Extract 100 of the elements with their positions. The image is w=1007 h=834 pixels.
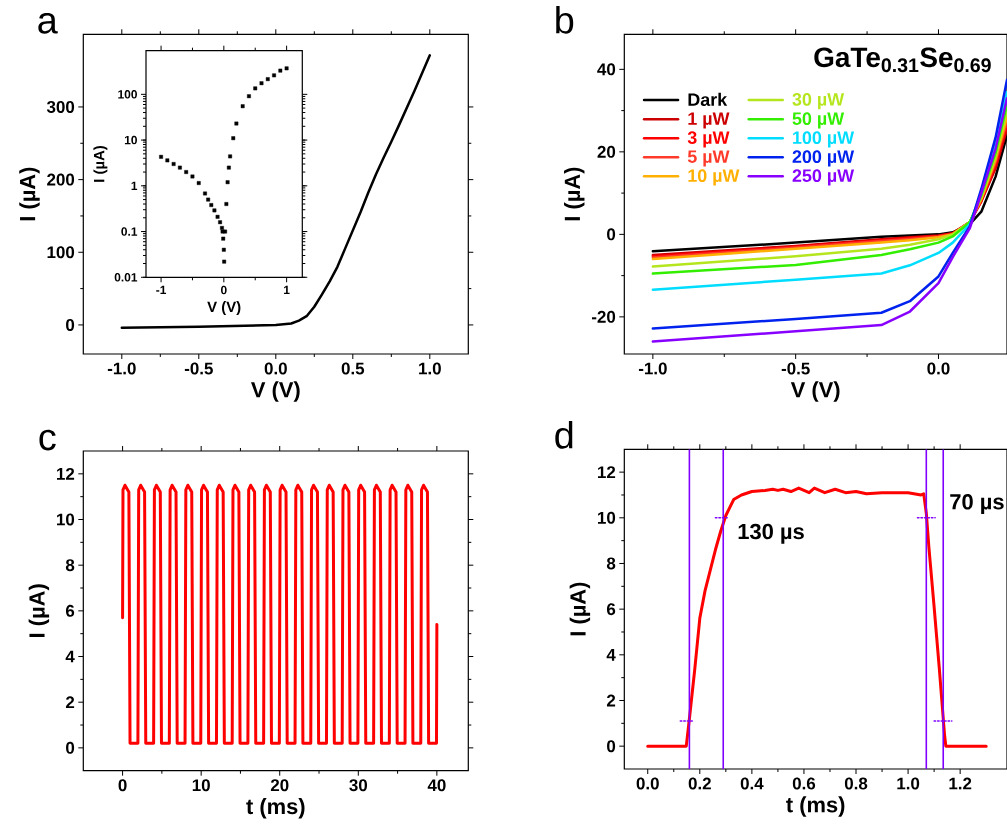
point — [196, 181, 201, 185]
x-tick-label: -0.5 — [781, 362, 810, 375]
annotation: 130 µs — [738, 523, 804, 544]
point — [212, 208, 217, 213]
x-tick-label: 1.0 — [419, 362, 441, 375]
y-tick-label: 300 — [46, 100, 75, 113]
legend-label: 250 µW — [792, 169, 855, 186]
x-axis-title: V (V) — [790, 381, 840, 402]
y-tick-label: 0 — [66, 318, 75, 331]
y-tick-label: -20 — [591, 310, 616, 323]
x-tick-label: 1.0 — [897, 777, 920, 790]
y-axis-title: I (µA) — [564, 167, 585, 221]
x-tick-label: 0.0 — [264, 362, 287, 375]
x-tick-label: 0 — [220, 285, 227, 295]
point — [231, 136, 236, 141]
point — [247, 94, 251, 99]
legend-label: Dark — [688, 92, 728, 106]
x-tick-label: 0.2 — [688, 777, 711, 790]
x-axis-title: V (V) — [250, 381, 300, 402]
y-axis-title: I (µA) — [28, 584, 50, 637]
x-tick-label: 30 — [349, 779, 368, 792]
point — [221, 247, 226, 252]
point — [222, 259, 227, 264]
y-tick-label: 6 — [65, 604, 75, 617]
y-tick-label: 12 — [598, 466, 616, 479]
y-tick-label: 6 — [606, 603, 616, 616]
legend-label: 5 µW — [687, 150, 730, 167]
y-tick-label: 1 — [131, 181, 138, 190]
point — [278, 68, 283, 73]
point — [226, 165, 231, 170]
legend-label: 100 µW — [793, 131, 855, 148]
point — [253, 86, 258, 91]
annotation: GaTe$_{0.31}$Se$_{0.69}$ — [814, 47, 991, 73]
x-tick-label: 0.8 — [844, 777, 868, 790]
y-tick-label: 10 — [124, 135, 137, 145]
y-tick-label: 8 — [606, 557, 616, 570]
x-tick-label: 1.2 — [949, 777, 972, 790]
y-tick-label: 0 — [66, 741, 75, 754]
y-tick-label: 2 — [606, 694, 616, 707]
x-tick-label: 0.0 — [927, 362, 950, 375]
y-tick-label: 0 — [607, 228, 616, 241]
y-tick-label: 4 — [65, 650, 75, 663]
point — [265, 77, 270, 82]
x-tick-label: 0.4 — [740, 777, 764, 790]
point — [209, 203, 214, 207]
x-tick-label: 40 — [427, 779, 446, 792]
chart-title: d — [555, 420, 573, 449]
point — [203, 191, 207, 196]
chart-title: b — [556, 5, 574, 34]
x-axis-title: t (ms) — [246, 798, 305, 819]
y-tick-label: 4 — [606, 648, 616, 661]
point — [223, 229, 227, 234]
chart-title: c — [39, 429, 56, 451]
chart-title: a — [38, 12, 58, 34]
legend-label: 10 µW — [688, 169, 740, 186]
point — [206, 197, 211, 202]
point — [178, 165, 182, 170]
x-tick-label: -1.0 — [107, 362, 136, 375]
annotation: 70 µs — [950, 494, 1004, 514]
x-tick-label: 0.5 — [341, 362, 365, 375]
point — [171, 162, 176, 166]
y-tick-label: 0.1 — [121, 227, 138, 236]
y-tick-label: 20 — [597, 145, 616, 158]
point — [284, 66, 289, 71]
y-axis-title: I (µA) — [569, 582, 591, 636]
x-tick-label: 0.6 — [792, 777, 816, 790]
x-tick-label: -1.0 — [638, 362, 667, 375]
y-tick-label: 2 — [65, 696, 75, 709]
point — [240, 104, 245, 109]
point — [259, 81, 264, 86]
y-tick-label: 100 — [47, 246, 75, 259]
x-axis-title: t (ms) — [786, 796, 845, 817]
point — [159, 154, 163, 159]
y-axis-title: I (µA) — [19, 167, 40, 221]
point — [272, 73, 276, 78]
legend-label: 200 µW — [792, 150, 855, 167]
legend-label: 1 µW — [688, 112, 730, 129]
y-tick-label: 0.01 — [114, 273, 138, 282]
point — [225, 180, 230, 185]
point — [221, 236, 226, 241]
x-tick-label: 1 — [284, 285, 290, 295]
x-tick-label: -0.5 — [184, 362, 213, 375]
point — [190, 174, 195, 179]
y-tick-label: 100 — [118, 90, 137, 99]
x-tick-label: 20 — [270, 779, 289, 792]
y-tick-label: 12 — [57, 467, 75, 480]
y-tick-label: 40 — [597, 63, 616, 76]
point — [224, 202, 229, 206]
legend-label: 50 µW — [792, 112, 845, 129]
y-tick-label: 10 — [57, 513, 75, 526]
y-tick-label: 10 — [598, 511, 616, 524]
point — [228, 154, 233, 159]
y-tick-label: 8 — [65, 559, 75, 572]
point — [165, 158, 170, 163]
y-tick-label: 0 — [607, 740, 616, 753]
legend-label: 30 µW — [792, 93, 845, 110]
legend-label: 3 µW — [687, 131, 730, 148]
line-series — [121, 483, 439, 745]
point — [218, 220, 222, 225]
x-tick-label: 10 — [192, 779, 210, 792]
